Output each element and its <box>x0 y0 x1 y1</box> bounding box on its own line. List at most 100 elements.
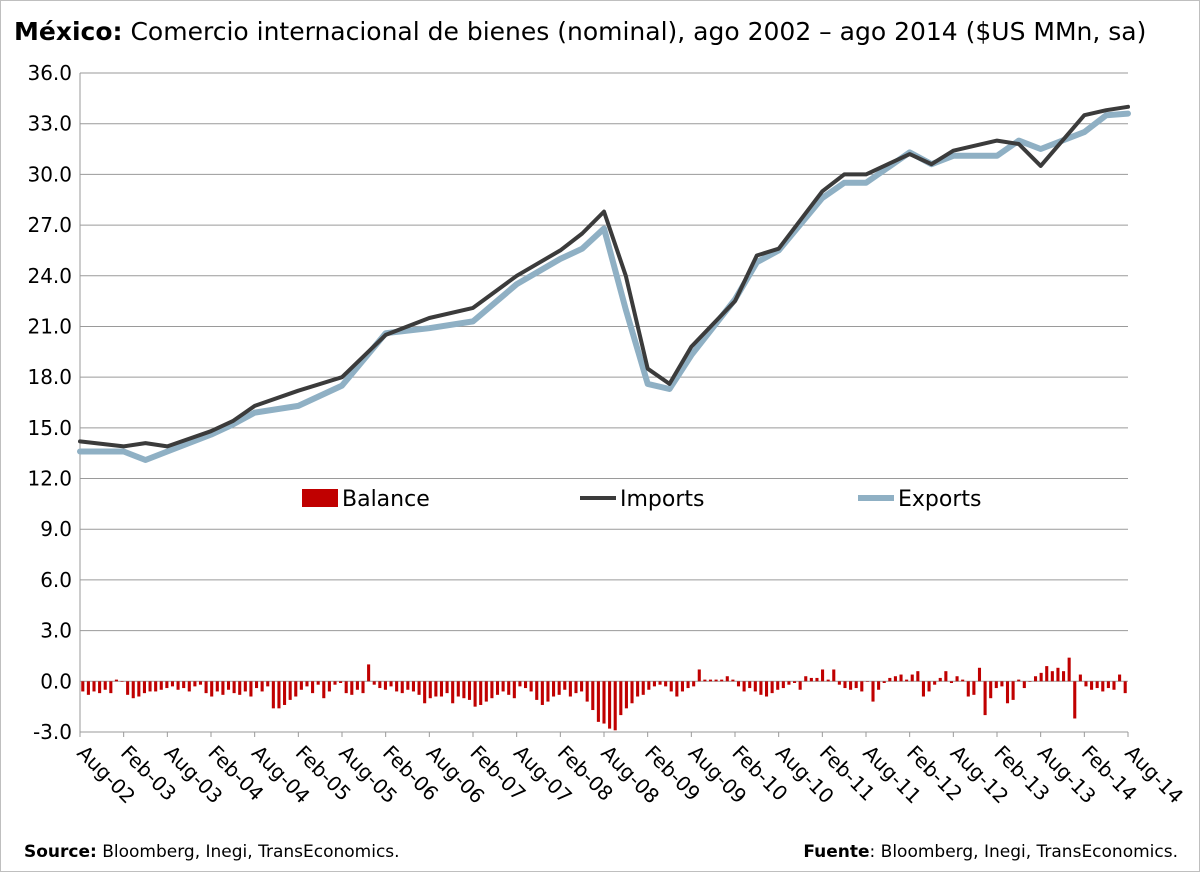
balance-bar <box>994 681 998 689</box>
balance-bar <box>720 679 724 682</box>
balance-bar <box>451 681 455 704</box>
chart-title-bold: México: <box>14 17 123 46</box>
series-line-imports <box>78 104 1130 449</box>
balance-bar <box>1118 674 1122 682</box>
legend: Balance Imports Exports <box>302 487 981 512</box>
balance-bar <box>350 681 354 695</box>
balance-bar <box>736 681 741 687</box>
balance-bar <box>955 676 959 682</box>
balance-bar <box>647 681 651 690</box>
balance-bar <box>294 681 298 697</box>
balance-bar <box>1101 681 1105 692</box>
balance-bar <box>568 681 572 697</box>
balance-bar <box>305 681 309 687</box>
balance-bar <box>148 681 152 692</box>
balance-bar <box>198 681 203 685</box>
balance-bar <box>832 669 836 682</box>
balance-bar <box>680 681 685 692</box>
balance-bar <box>98 681 102 694</box>
balance-bar <box>1112 681 1116 690</box>
balance-bar <box>417 681 421 695</box>
balance-bar <box>473 681 477 707</box>
balance-bar <box>781 681 785 689</box>
balance-bar <box>692 681 696 687</box>
balance-bar <box>776 681 780 690</box>
balance-bar <box>523 681 528 689</box>
balance-bar <box>355 681 359 690</box>
balance-bar <box>877 681 881 690</box>
balance-bar <box>809 677 813 682</box>
balance-bar <box>927 681 931 692</box>
y-tick-label: 9.0 <box>40 517 72 541</box>
balance-bar <box>1050 671 1054 682</box>
balance-bar <box>479 681 483 705</box>
balance-bar <box>249 681 253 697</box>
balance-bar <box>215 681 219 692</box>
balance-bar <box>664 681 668 687</box>
fuente-text: : Bloomberg, Inegi, TransEconomics. <box>869 842 1178 862</box>
gridlines <box>80 72 1128 733</box>
balance-bar <box>1017 679 1021 682</box>
balance-bar <box>580 681 584 692</box>
balance-bar <box>899 674 903 682</box>
balance-bar <box>596 681 600 722</box>
balance-bar <box>512 681 516 699</box>
balance-bar <box>854 681 858 689</box>
legend-label-balance: Balance <box>342 487 430 512</box>
balance-bar <box>406 681 410 690</box>
balance-bar <box>972 681 976 695</box>
legend-label-exports: Exports <box>898 487 981 512</box>
balance-bar <box>540 681 544 705</box>
balance-bars <box>81 657 1127 731</box>
balance-bar <box>92 681 96 692</box>
balance-bar <box>787 681 791 685</box>
balance-bar <box>260 681 264 692</box>
balance-bar <box>395 681 399 692</box>
balance-bar <box>888 677 892 682</box>
balance-bar <box>126 681 130 695</box>
balance-bar <box>109 681 113 694</box>
balance-bar <box>1005 681 1010 704</box>
balance-bar <box>529 681 533 692</box>
balance-bar <box>608 681 612 729</box>
balance-bar <box>316 681 320 685</box>
balance-bar <box>731 679 735 682</box>
balance-bar <box>238 681 242 695</box>
balance-bar <box>652 681 656 687</box>
balance-bar <box>1095 681 1099 689</box>
balance-bar <box>361 681 365 694</box>
balance-bar <box>753 681 757 692</box>
balance-bar <box>507 681 511 695</box>
balance-bar <box>254 681 259 689</box>
balance-bar <box>142 681 146 694</box>
balance-bar <box>170 681 175 687</box>
balance-bar <box>271 681 275 709</box>
balance-bar <box>793 681 797 683</box>
balance-bar <box>961 679 965 682</box>
balance-bar <box>428 681 432 699</box>
balance-bar <box>372 681 376 685</box>
balance-bar <box>619 681 623 716</box>
balance-bar <box>378 681 382 689</box>
y-tick-label: 12.0 <box>27 467 72 491</box>
y-tick-label: 36.0 <box>27 61 72 85</box>
balance-bar <box>243 681 247 692</box>
balance-bar <box>193 681 197 687</box>
balance-bar <box>1022 681 1026 689</box>
balance-bar <box>826 679 830 682</box>
balance-bar <box>232 681 236 694</box>
balance-bar <box>535 681 539 700</box>
y-tick-label: 30.0 <box>27 162 72 186</box>
balance-bar <box>966 681 970 697</box>
balance-bar <box>221 681 225 695</box>
balance-bar <box>484 681 488 702</box>
balance-bar <box>944 671 948 682</box>
source-label: Source: <box>24 842 97 862</box>
balance-bar <box>277 681 281 709</box>
balance-bar <box>837 681 841 685</box>
series-line-exports <box>77 110 1131 463</box>
y-tick-label: 33.0 <box>27 112 72 136</box>
balance-bar <box>383 681 387 690</box>
balance-bar <box>434 681 438 697</box>
